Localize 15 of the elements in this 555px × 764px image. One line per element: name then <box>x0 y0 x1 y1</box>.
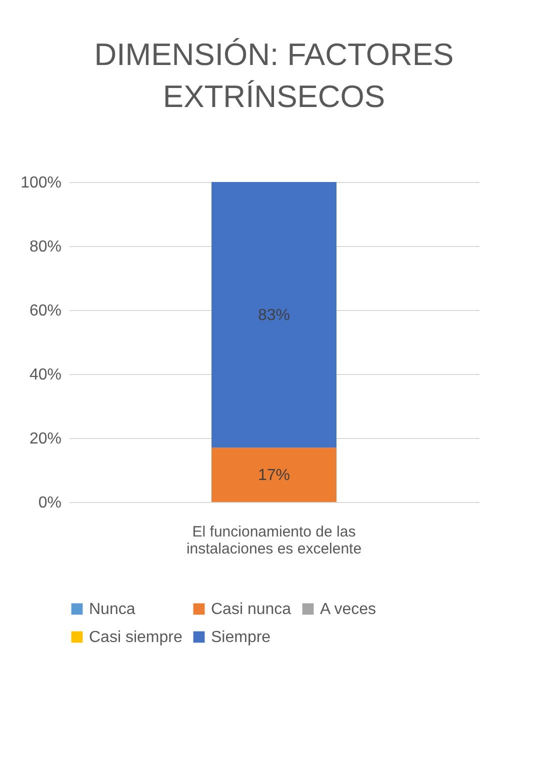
chart-title: DIMENSIÓN: FACTORES EXTRÍNSECOS <box>94 37 454 114</box>
x-tick-label: El funcionamiento de las instalaciones es excelente <box>186 524 362 558</box>
y-tick-label: 60% <box>29 302 62 320</box>
data-label: 83% <box>258 306 290 324</box>
y-tick-label: 80% <box>29 238 62 256</box>
legend-label: Casi nunca <box>211 601 292 618</box>
y-tick-label: 20% <box>29 430 62 448</box>
legend-label: Siempre <box>211 629 271 646</box>
legend-label: Nunca <box>89 601 136 618</box>
y-tick-label: 100% <box>20 174 62 192</box>
legend-label: A veces <box>320 601 376 618</box>
legend-label: Casi siempre <box>89 629 182 646</box>
y-tick-label: 40% <box>29 366 62 384</box>
data-label: 17% <box>258 466 290 484</box>
y-tick-label: 0% <box>38 494 62 512</box>
